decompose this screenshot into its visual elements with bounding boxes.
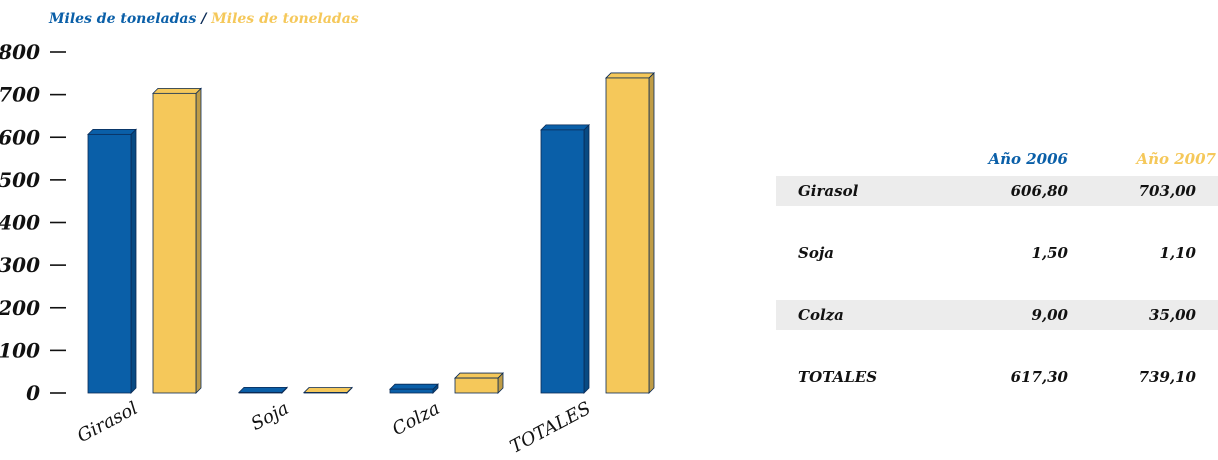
bar-top: [238, 386, 288, 393]
table-header-2006: Año 2006: [988, 150, 1068, 168]
unit-label-2007: Miles de toneladas: [211, 11, 359, 27]
bar-soja-2007: [303, 386, 353, 394]
bar-top: [454, 372, 504, 379]
bar-side: [195, 87, 202, 394]
bar-colza-2007: [454, 372, 504, 394]
data-table: Año 2006 Año 2007 Girasol 606,80 703,00 …: [776, 142, 1218, 392]
row-name: Soja: [798, 244, 834, 262]
bar-front: [152, 92, 197, 394]
y-tick-label: 0: [26, 381, 40, 405]
bar-chart: 0 100 200 300 400 500 600 700 800 Girasol Soja Colz…: [0, 40, 655, 458]
bar-top: [540, 124, 590, 131]
bar-totales-2007: [605, 71, 655, 394]
bar-top: [303, 387, 353, 393]
bar-top: [152, 87, 202, 94]
row-name: TOTALES: [798, 368, 878, 386]
bar-soja-2006: [238, 386, 288, 394]
row-value-2007: 703,00: [1080, 176, 1218, 206]
bar-top: [605, 72, 655, 79]
bar-front: [238, 391, 283, 394]
unit-label-2006: Miles de toneladas: [49, 11, 197, 27]
y-tick-label: 100: [0, 338, 40, 362]
x-category-label: Girasol: [74, 398, 142, 447]
x-category-label: TOTALES: [507, 398, 595, 458]
bar-girasol-2007: [152, 87, 202, 394]
row-spacer: [776, 268, 1218, 300]
bar-front: [389, 388, 434, 394]
x-category-label: Soja: [248, 398, 293, 435]
y-tick-label: 300: [0, 253, 40, 277]
bar-front: [540, 129, 585, 394]
y-tick-label: 700: [0, 83, 40, 107]
bar-top: [389, 383, 439, 390]
x-category-label: Colza: [389, 398, 444, 440]
table-header-row: Año 2006 Año 2007: [776, 142, 1218, 176]
bar-colza-2006: [389, 383, 439, 394]
y-tick-label: 800: [0, 40, 40, 64]
row-value-2006: 9,00: [958, 300, 1080, 330]
row-name: Colza: [776, 300, 958, 330]
bar-side: [648, 71, 655, 394]
table-row: Colza 9,00 35,00: [776, 300, 1218, 330]
row-value-2007: 35,00: [1080, 300, 1218, 330]
unit-label: Miles de toneladas / Miles de toneladas: [49, 11, 359, 27]
row-spacer: [776, 206, 1218, 238]
row-value-2006: 617,30: [1010, 368, 1068, 386]
bar-totales-2006: [540, 123, 590, 394]
y-tick-label: 500: [0, 168, 40, 192]
table-header-empty: [776, 142, 958, 176]
y-tick-label: 200: [0, 296, 40, 320]
y-tick-label: 400: [0, 211, 40, 235]
y-tick-label: 600: [0, 125, 40, 149]
table-row: TOTALES 617,30 739,10: [776, 362, 1218, 392]
bar-girasol-2006: [87, 128, 137, 394]
table-header-2007: Año 2007: [1136, 150, 1216, 168]
bar-front: [605, 77, 650, 394]
row-name: Girasol: [776, 176, 958, 206]
row-value-2007: 1,10: [1159, 244, 1196, 262]
bar-top: [87, 128, 137, 135]
bar-front: [454, 377, 499, 394]
row-value-2007: 739,10: [1138, 368, 1196, 386]
bar-front: [87, 133, 132, 394]
bar-side: [583, 123, 590, 394]
row-value-2006: 606,80: [958, 176, 1080, 206]
unit-label-separator: /: [201, 11, 207, 27]
row-value-2006: 1,50: [1031, 244, 1068, 262]
bar-side: [130, 128, 137, 394]
row-spacer: [776, 330, 1218, 362]
table-row: Girasol 606,80 703,00: [776, 176, 1218, 206]
table-row: Soja 1,50 1,10: [776, 238, 1218, 268]
